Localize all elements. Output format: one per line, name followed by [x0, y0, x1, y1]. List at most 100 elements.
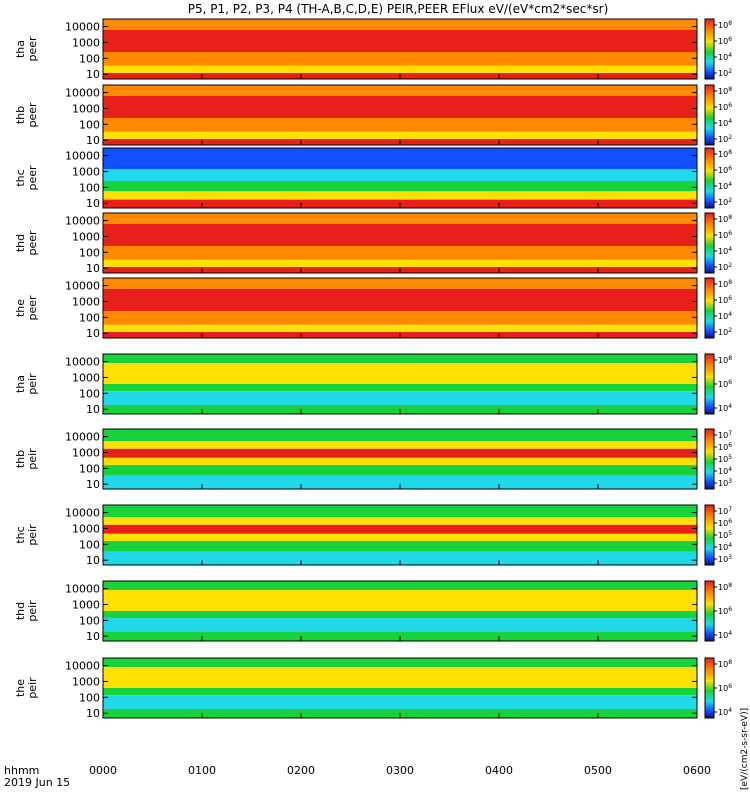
flux-band: [103, 391, 697, 405]
colorbar-tick-label: 106: [718, 518, 732, 528]
flux-band: [103, 590, 697, 611]
flux-band: [103, 541, 697, 552]
colorbar-scale: [704, 277, 715, 339]
colorbar-tha-peir: 108 106 104: [704, 353, 732, 415]
colorbar-tick-label: 108: [718, 20, 732, 30]
y-tick-label: 10: [86, 68, 100, 81]
y-axis-label: thapeer: [14, 36, 39, 62]
spectrogram-thc-peer: [103, 148, 697, 208]
colorbar-tick-label: 104: [718, 181, 732, 191]
y-tick-label: 100: [79, 691, 100, 704]
flux-band: [103, 551, 697, 565]
y-tick-label: 10000: [65, 431, 100, 444]
y-tick-label: 100: [79, 387, 100, 400]
y-tick-label: 1000: [72, 165, 100, 178]
flux-band: [103, 517, 697, 525]
flux-band: [103, 223, 697, 246]
colorbar-tick-label: 108: [718, 659, 732, 669]
colorbar-tick-label: 106: [718, 102, 732, 112]
flux-band: [103, 505, 697, 517]
flux-band: [103, 324, 697, 332]
figure-title: P5, P1, P2, P3, P4 (TH-A,B,C,D,E) PEIR,P…: [188, 2, 609, 16]
y-tick-label: 1000: [72, 598, 100, 611]
colorbar-scale: [704, 84, 715, 146]
spectrogram-tha-peer: [103, 19, 697, 79]
panel-thc-peer: 10000 1000 100 10 thcpeer 108 106 104 102: [14, 147, 732, 210]
flux-band: [103, 118, 697, 132]
colorbar-tick-label: 106: [718, 295, 732, 305]
panel-thc-peir: 10000 1000 100 10 thcpeir 107 106 105 104 103: [14, 504, 732, 567]
panel-thb-peer: 10000 1000 100 10 thbpeer 108 106 104 102: [14, 84, 732, 147]
flux-band: [103, 95, 697, 118]
y-axis-label: thcpeer: [14, 165, 39, 191]
colorbar-thb-peer: 108 106 104 102: [704, 84, 732, 146]
y-tick-label: 100: [79, 614, 100, 627]
colorbar-tick-label: 108: [718, 582, 732, 592]
y-tick-label: 1000: [72, 102, 100, 115]
spectrogram-the-peer: [103, 278, 697, 338]
y-tick-label: 10000: [65, 150, 100, 163]
colorbar-tick-label: 108: [718, 149, 732, 159]
spectrogram-thb-peir: [103, 429, 697, 489]
y-tick-label: 1000: [72, 522, 100, 535]
colorbar-tick-label: 106: [718, 379, 732, 389]
y-tick-label: 100: [79, 311, 100, 324]
colorbar-tick-label: 103: [718, 478, 732, 488]
panel-the-peer: 10000 1000 100 10 thepeer 108 106 104 102: [14, 277, 732, 340]
colorbar-thb-peir: 107 106 105 104 103: [704, 428, 732, 490]
colorbar-tick-label: 104: [718, 311, 732, 321]
colorbar-thc-peir: 107 106 105 104 103: [704, 504, 732, 566]
colorbar-tick-label: 106: [718, 606, 732, 616]
flux-band: [103, 688, 697, 696]
colorbar-the-peer: 108 106 104 102: [704, 277, 732, 339]
colorbar-tick-label: 104: [718, 403, 732, 413]
y-tick-label: 10000: [65, 87, 100, 100]
y-tick-label: 10: [86, 707, 100, 720]
colorbar-scale: [704, 428, 715, 490]
colorbar-tick-label: 104: [718, 246, 732, 256]
y-tick-label: 10: [86, 630, 100, 643]
flux-band: [103, 611, 697, 619]
flux-band: [103, 85, 697, 96]
y-tick-label: 10000: [65, 356, 100, 369]
flux-band: [103, 29, 697, 52]
colorbar-tick-label: 102: [718, 197, 732, 207]
flux-band: [103, 19, 697, 30]
x-tick-label: 0200: [287, 764, 315, 777]
panel-thd-peer: 10000 1000 100 10 thdpeer 108 106 104 102: [14, 212, 732, 275]
colorbar-scale: [704, 504, 715, 566]
y-tick-label: 10000: [65, 507, 100, 520]
colorbar-thd-peir: 108 106 104: [704, 580, 732, 642]
flux-band: [103, 191, 697, 200]
colorbar-tick-label: 104: [718, 707, 732, 717]
y-tick-label: 1000: [72, 446, 100, 459]
colorbar-tick-label: 102: [718, 134, 732, 144]
colorbar-tick-label: 108: [718, 214, 732, 224]
x-tick-label: 0000: [89, 764, 117, 777]
colorbar-tick-label: 107: [718, 430, 732, 440]
colorbar-tha-peer: 108 106 104 102: [704, 18, 732, 80]
colorbar-thd-peer: 108 106 104 102: [704, 212, 732, 274]
flux-band: [103, 618, 697, 632]
flux-band: [103, 475, 697, 489]
flux-band: [103, 448, 697, 458]
flux-band: [103, 65, 697, 73]
x-tick-label: 0400: [485, 764, 513, 777]
flux-band: [103, 457, 697, 465]
y-tick-label: 10000: [65, 21, 100, 34]
colorbar-tick-label: 108: [718, 279, 732, 289]
colorbar-scale: [704, 147, 715, 209]
y-tick-label: 10000: [65, 660, 100, 673]
colorbar-scale: [704, 353, 715, 415]
y-tick-label: 100: [79, 118, 100, 131]
flux-band: [103, 278, 697, 289]
colorbar-scale: [704, 212, 715, 274]
time-axis-date: 2019 Jun 15: [4, 776, 70, 789]
colorbar-tick-label: 103: [718, 554, 732, 564]
y-tick-label: 10: [86, 478, 100, 491]
y-tick-label: 100: [79, 538, 100, 551]
spectrogram-tha-peir: [103, 354, 697, 414]
y-axis-label: thapeir: [14, 373, 39, 395]
colorbar-tick-label: 102: [718, 327, 732, 337]
colorbar-tick-label: 102: [718, 68, 732, 78]
